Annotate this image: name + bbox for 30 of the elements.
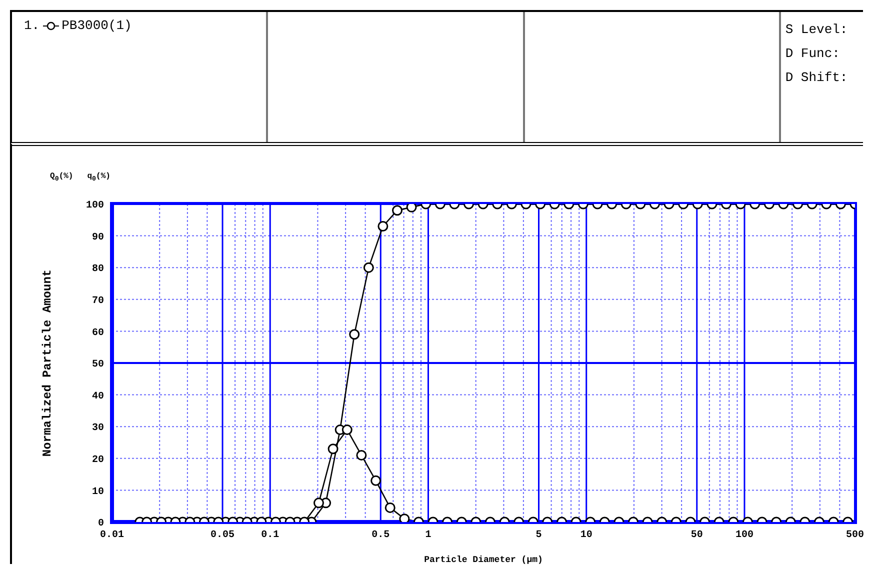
text: D Func: <box>785 45 841 63</box>
x-tick-label: 0.05 <box>210 530 235 542</box>
text: S Level: <box>785 21 849 39</box>
text: q$_{0}$(%) <box>87 172 110 183</box>
y-tick-label: 60 <box>92 328 104 339</box>
x-tick-label: 10 <box>580 530 592 542</box>
x-tick-label: 50 <box>690 530 703 542</box>
x-tick-label: 0.5 <box>372 530 390 542</box>
y-tick-label: 70 <box>92 296 104 307</box>
y-tick-label: 30 <box>92 423 104 434</box>
y-tick-label: 20 <box>92 454 104 466</box>
x-tick-label: 500 <box>846 530 864 542</box>
y-tick-label: 50 <box>92 360 104 371</box>
x-tick-label: 0.1 <box>261 530 280 542</box>
text: 1. <box>24 18 40 33</box>
y-tick-label: 0 <box>98 518 104 530</box>
x-tick-label: 1 <box>425 530 432 542</box>
text: D Shift: <box>785 69 849 87</box>
y-axis-title: Normalized Particle Amount <box>40 269 54 457</box>
x-tick-label: 0.01 <box>100 530 124 542</box>
y-tick-label: 80 <box>92 264 104 276</box>
y-tick-label: 10 <box>92 486 104 498</box>
x-axis-title: Particle Diameter (μm) <box>424 555 543 565</box>
y-tick-label: 90 <box>92 232 104 244</box>
x-tick-label: 5 <box>536 530 542 542</box>
y-tick-label: 100 <box>86 200 104 212</box>
text: PB3000(1) <box>62 18 132 33</box>
x-tick-label: 100 <box>735 530 754 542</box>
text: Q$_{0}$(%) <box>50 172 74 183</box>
y-tick-label: 40 <box>92 391 104 402</box>
